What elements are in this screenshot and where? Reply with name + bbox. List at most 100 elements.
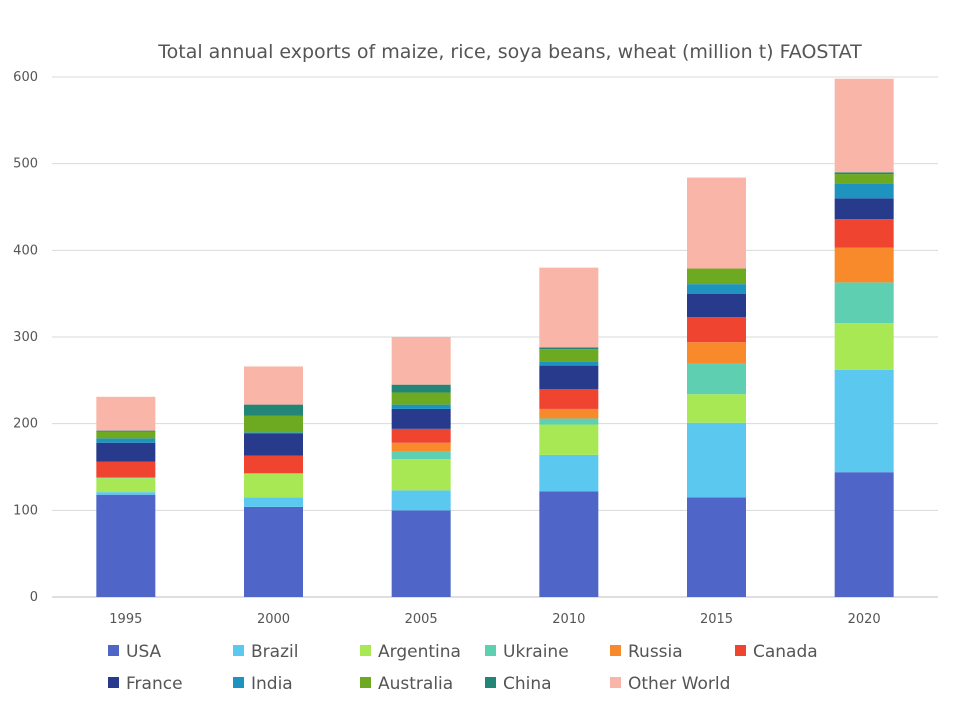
bar-segment (96, 492, 156, 495)
bar-segment (539, 424, 599, 455)
bar-segment (834, 198, 894, 220)
bar-segment (96, 442, 156, 462)
bar-segment (687, 284, 746, 294)
y-tick-label: 100 (13, 503, 38, 518)
bar-segment (834, 472, 894, 597)
bar-segment (539, 418, 599, 425)
bar-segment (687, 497, 746, 597)
legend-label: Australia (378, 674, 453, 694)
bar-segment (539, 349, 599, 362)
legend-label: Other World (628, 674, 730, 694)
bar-segment (687, 342, 746, 364)
bar-segment (539, 347, 599, 350)
x-axis: 1995 2000 2005 2010 2015 2020 (109, 612, 880, 627)
bar-segment (96, 431, 156, 439)
legend-swatch (233, 645, 244, 656)
x-tick-label: 1995 (109, 612, 142, 627)
legend-label: India (251, 674, 293, 694)
bar-segment (244, 366, 303, 405)
bar-segment (96, 430, 156, 432)
legend-label: China (503, 674, 552, 694)
legend-swatch (610, 645, 621, 656)
x-tick-label: 2010 (552, 612, 585, 627)
x-tick-label: 2000 (257, 612, 290, 627)
legend-label: France (126, 674, 183, 694)
y-tick-label: 500 (13, 157, 38, 172)
legend-swatch (735, 645, 746, 656)
bar-segment (687, 293, 746, 318)
bar-segment (391, 451, 451, 460)
bar-segment (687, 268, 746, 285)
bars-layer (96, 78, 894, 597)
bar-segment (96, 438, 156, 443)
grid-layer: 0 100 200 300 400 500 600 (13, 70, 938, 605)
legend-swatch (360, 677, 371, 688)
legend-swatch (485, 677, 496, 688)
bar-segment (244, 497, 303, 507)
bar-segment (834, 282, 894, 324)
y-tick-label: 400 (13, 243, 38, 258)
bar-segment (244, 455, 303, 474)
bar-segment (687, 422, 746, 498)
bar-segment (391, 337, 451, 385)
bar-segment (834, 183, 894, 199)
legend-label: Ukraine (503, 642, 569, 662)
bar-segment (96, 478, 156, 493)
legend-label: Russia (628, 642, 683, 662)
legend-label: Brazil (251, 642, 298, 662)
bar-segment (539, 491, 599, 597)
bar-segment (834, 172, 894, 175)
legend: USA Brazil Argentina Ukraine Russia Canada Fra… (108, 642, 818, 694)
bar-segment (244, 433, 303, 456)
bar-segment (834, 174, 894, 184)
bar-segment (539, 389, 599, 409)
legend-swatch (108, 645, 119, 656)
bar-segment (391, 404, 451, 409)
bar-segment (391, 384, 451, 393)
y-tick-label: 0 (30, 590, 38, 605)
bar-segment (539, 454, 599, 492)
bar-segment (391, 392, 451, 405)
legend-swatch (610, 677, 621, 688)
y-tick-label: 300 (13, 330, 38, 345)
bar-segment (96, 396, 156, 431)
legend-swatch (233, 677, 244, 688)
bar-segment (391, 442, 451, 452)
bar-segment (244, 506, 303, 597)
bar-segment (391, 408, 451, 429)
bar-segment (539, 361, 599, 366)
bar-segment (687, 363, 746, 395)
bar-segment (391, 490, 451, 511)
bar-segment (539, 267, 599, 348)
legend-swatch (108, 677, 119, 688)
legend-label: USA (126, 642, 162, 662)
bar-segment (96, 461, 156, 478)
legend-label: Canada (753, 642, 818, 662)
legend-label: Argentina (378, 642, 461, 662)
bar-segment (834, 219, 894, 248)
bar-segment (391, 428, 451, 443)
bar-segment (834, 323, 894, 370)
x-tick-label: 2015 (700, 612, 733, 627)
bar-segment (687, 394, 746, 423)
legend-swatch (360, 645, 371, 656)
x-tick-label: 2020 (848, 612, 881, 627)
bar-segment (244, 473, 303, 474)
bar-segment (687, 177, 746, 269)
bar-segment (391, 459, 451, 491)
bar-segment (244, 404, 303, 416)
bar-segment (834, 78, 894, 173)
legend-swatch (485, 645, 496, 656)
bar-segment (244, 473, 303, 498)
y-tick-label: 600 (13, 70, 38, 85)
chart-title: Total annual exports of maize, rice, soy… (157, 41, 862, 63)
y-tick-label: 200 (13, 417, 38, 432)
bar-segment (687, 317, 746, 343)
bar-segment (96, 494, 156, 597)
bar-segment (96, 477, 156, 479)
bar-segment (391, 510, 451, 597)
bar-segment (244, 432, 303, 434)
x-tick-label: 2005 (405, 612, 438, 627)
bar-segment (834, 369, 894, 473)
